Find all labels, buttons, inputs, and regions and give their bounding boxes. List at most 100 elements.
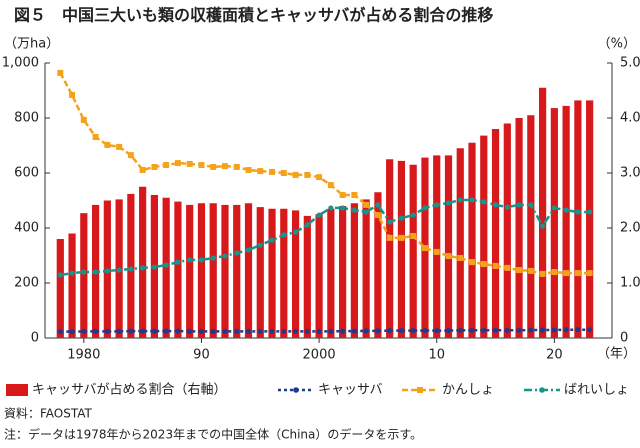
marker (480, 261, 487, 268)
marker (574, 270, 581, 277)
marker (481, 327, 487, 333)
marker (492, 327, 499, 333)
bar (562, 105, 570, 339)
marker (398, 327, 405, 334)
bar (574, 100, 582, 339)
bar (538, 87, 547, 338)
bar (186, 204, 194, 338)
bar (409, 164, 417, 338)
marker (92, 328, 99, 334)
marker (151, 264, 158, 270)
legend-label: ばれいしょ (564, 383, 629, 398)
marker (398, 215, 405, 221)
marker (104, 328, 110, 334)
y2-tick-label: 2.0 (620, 221, 640, 236)
marker (363, 201, 370, 208)
legend-label: キャッサバ (318, 383, 382, 398)
marker (316, 328, 322, 334)
bar (80, 213, 88, 338)
y-tick-label: 400 (14, 221, 39, 236)
bar (456, 148, 464, 338)
legend-marker (417, 387, 423, 393)
x-axis-label: （年） (597, 347, 636, 362)
bar (268, 208, 276, 338)
y2-tick-label: 4.0 (620, 111, 640, 126)
marker (187, 328, 193, 334)
marker (363, 328, 369, 334)
marker (140, 328, 146, 334)
marker (410, 327, 416, 334)
marker (151, 328, 158, 334)
marker (575, 327, 581, 333)
marker (139, 166, 146, 173)
chart-title: 図５ 中国三大いも類の収穫面積とキャッサバが占める割合の推移 (14, 6, 493, 25)
marker (222, 253, 228, 259)
bar (362, 199, 370, 338)
bar (280, 208, 288, 338)
bar (550, 108, 558, 338)
marker (527, 267, 534, 274)
marker (504, 264, 511, 271)
marker (163, 162, 170, 169)
marker (410, 232, 417, 239)
bar (244, 203, 253, 338)
marker (528, 202, 534, 208)
marker (586, 270, 593, 277)
marker (351, 328, 357, 334)
legend-label: キャッサバが占める割合（右軸） (32, 382, 226, 398)
marker (116, 328, 122, 334)
bar (527, 115, 535, 338)
marker (163, 262, 169, 268)
marker (245, 328, 252, 334)
bar (291, 210, 300, 338)
note: 資料：FAOSTAT (4, 407, 93, 421)
marker (445, 327, 452, 334)
marker (327, 182, 334, 189)
marker (398, 234, 405, 241)
marker (233, 163, 240, 170)
marker (351, 192, 358, 198)
marker (339, 192, 346, 198)
bar (233, 204, 241, 338)
marker (551, 269, 558, 275)
marker (57, 272, 63, 278)
y2-tick-label: 1.0 (620, 276, 640, 291)
marker (551, 205, 557, 211)
y-tick-label: 1,000 (2, 56, 39, 71)
legend-marker (293, 387, 299, 393)
bar (303, 215, 311, 338)
bar (503, 123, 511, 338)
marker (469, 259, 476, 266)
marker (151, 163, 158, 170)
marker (187, 257, 193, 263)
marker (245, 166, 252, 173)
marker (516, 202, 522, 208)
x-tick-label: 2000 (303, 348, 336, 363)
marker (186, 160, 193, 167)
marker (528, 327, 534, 333)
marker (69, 270, 75, 276)
marker (57, 69, 64, 76)
marker (587, 327, 593, 333)
marker (375, 328, 381, 334)
y-tick-label: 200 (14, 276, 39, 291)
marker (457, 197, 463, 203)
bar (68, 233, 76, 338)
bar (139, 186, 147, 338)
marker (551, 327, 557, 333)
marker (434, 202, 440, 208)
marker (127, 152, 134, 159)
marker (434, 327, 440, 334)
marker (69, 91, 76, 98)
marker (481, 199, 487, 205)
x-tick-label: 10 (428, 348, 445, 363)
marker (316, 212, 322, 218)
marker (516, 267, 523, 274)
marker (104, 268, 110, 274)
marker (539, 327, 546, 333)
bar (491, 129, 500, 338)
marker (175, 328, 181, 334)
marker (269, 237, 275, 243)
marker (422, 327, 428, 334)
legend-swatch (6, 384, 28, 396)
